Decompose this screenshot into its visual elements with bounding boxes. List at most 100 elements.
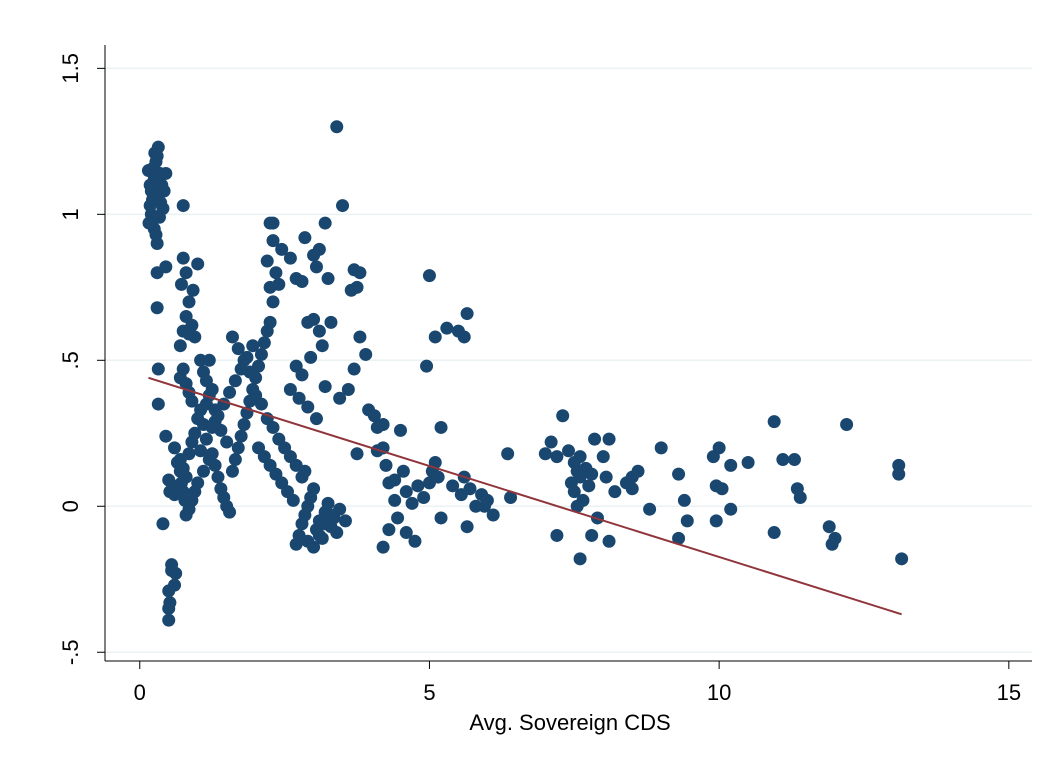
data-point [724, 458, 738, 472]
data-point [556, 409, 570, 423]
data-point [283, 382, 297, 396]
data-point [246, 339, 260, 353]
x-tick-label: 10 [707, 680, 731, 705]
data-point [672, 531, 686, 545]
data-point [672, 467, 686, 481]
y-tick-label: -.5 [58, 639, 83, 665]
data-point [787, 453, 801, 467]
data-point [715, 482, 729, 496]
data-point [895, 552, 909, 566]
data-point [562, 444, 575, 458]
data-point [460, 520, 474, 534]
data-point [228, 374, 242, 388]
data-point [544, 435, 558, 449]
data-point [205, 420, 219, 434]
data-point [142, 216, 156, 230]
data-point [301, 400, 315, 414]
data-point [567, 485, 581, 499]
data-point [266, 420, 280, 434]
data-point [388, 493, 402, 507]
data-point [176, 362, 190, 376]
data-point [188, 426, 202, 440]
data-point [643, 502, 657, 516]
data-point [353, 330, 367, 344]
data-point [191, 257, 205, 271]
data-point [260, 254, 274, 268]
data-point [573, 450, 587, 464]
data-point [254, 397, 268, 411]
data-point [143, 199, 157, 213]
data-point [599, 470, 613, 484]
data-point [156, 517, 170, 531]
data-point [318, 216, 332, 230]
data-point [283, 251, 297, 265]
data-point [312, 242, 326, 256]
data-point [199, 374, 213, 388]
data-point [596, 450, 610, 464]
data-point [393, 423, 407, 437]
data-point [767, 526, 781, 540]
data-point [150, 301, 164, 315]
data-point [152, 210, 166, 224]
data-point [440, 321, 454, 335]
data-point [199, 432, 213, 446]
data-point [501, 447, 515, 461]
data-point [382, 523, 396, 537]
data-point [194, 444, 208, 458]
data-point [307, 540, 321, 554]
data-point [234, 362, 248, 376]
data-point [321, 496, 335, 510]
data-point [150, 237, 164, 251]
data-point [263, 280, 277, 294]
data-point [234, 429, 248, 443]
data-point [712, 441, 726, 455]
data-point [176, 251, 190, 265]
data-point [446, 479, 460, 493]
data-point [480, 493, 494, 507]
tick-labels: -.5 0 .5 1 1.5 0 5 10 15 [58, 53, 1021, 705]
data-point [148, 146, 162, 160]
data-point [504, 491, 518, 505]
data-point [162, 613, 176, 627]
data-point [298, 231, 312, 245]
fitted-line-layer [148, 376, 902, 616]
data-point [202, 353, 216, 367]
data-point [338, 514, 352, 528]
data-point [631, 464, 645, 478]
data-point [231, 342, 245, 356]
data-point [179, 266, 193, 280]
data-point [463, 482, 477, 496]
data-point [582, 479, 596, 493]
data-point [257, 336, 271, 350]
data-point [173, 339, 187, 353]
data-points [141, 120, 909, 627]
data-point [266, 295, 280, 309]
data-point [228, 453, 242, 467]
data-point [151, 397, 165, 411]
data-point [709, 514, 723, 528]
data-point [185, 394, 199, 408]
data-point [538, 447, 552, 461]
data-point [168, 488, 182, 502]
y-tick-label: 0 [58, 500, 83, 512]
x-tick-label: 0 [134, 680, 146, 705]
data-point [315, 339, 329, 353]
data-point [422, 269, 436, 283]
data-point [608, 485, 622, 499]
data-point [776, 453, 790, 467]
axes [104, 45, 1032, 662]
data-point [396, 464, 410, 478]
data-point [434, 511, 448, 525]
data-point [168, 578, 182, 592]
data-point [174, 277, 188, 291]
data-point [336, 199, 350, 213]
data-point [388, 473, 402, 487]
data-point [223, 385, 237, 399]
data-point [186, 283, 200, 297]
data-point [376, 418, 390, 432]
data-point [286, 493, 300, 507]
data-point [767, 415, 781, 429]
data-point [231, 441, 245, 455]
